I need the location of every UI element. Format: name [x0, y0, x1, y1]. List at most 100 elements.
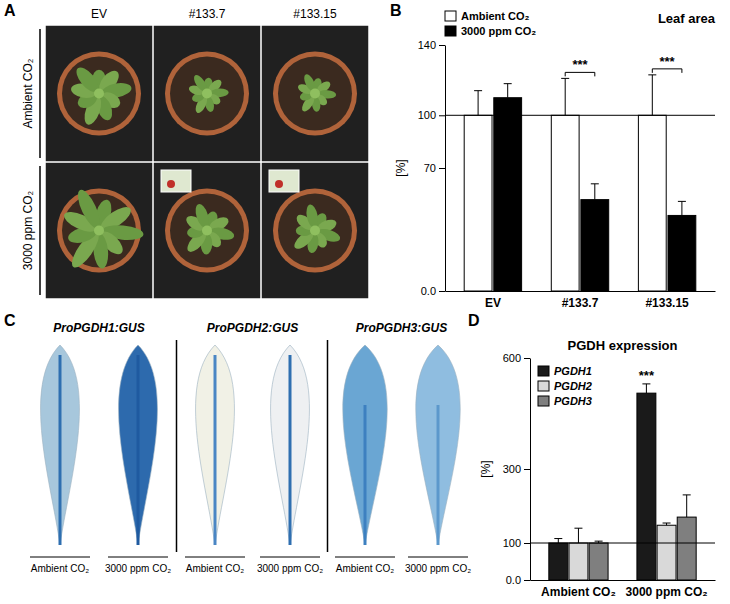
y-tick-label: 100 — [418, 109, 436, 121]
midrib — [289, 355, 292, 545]
bar-chart: 0.0100300600Ambient CO₂3000 ppm CO₂[%]PG… — [479, 338, 716, 599]
stained-leaf — [271, 345, 310, 545]
legend-swatch — [538, 396, 549, 406]
legend-label: Ambient CO₂ — [461, 10, 530, 22]
condition-label: 3000 ppm CO₂ — [257, 563, 323, 574]
error-bar — [474, 91, 482, 116]
separator — [176, 340, 178, 552]
midrib — [137, 355, 140, 545]
x-tick: #133.15 — [645, 291, 689, 310]
y-tick: 0.0 — [421, 285, 445, 297]
leaf — [193, 202, 211, 229]
photo-cell — [153, 162, 261, 299]
bar — [581, 200, 609, 291]
midrib — [437, 405, 440, 545]
legend-label: PGDH1 — [554, 365, 592, 377]
condition-label: Ambient CO₂ — [186, 563, 244, 574]
legend-swatch — [538, 381, 549, 391]
soil — [170, 57, 244, 131]
significance-bracket — [652, 69, 682, 73]
x-tick: Ambient CO₂ — [541, 580, 616, 599]
error-bar — [504, 84, 512, 98]
x-tick: 3000 ppm CO₂ — [626, 580, 708, 599]
condition-underline — [108, 557, 168, 558]
rosette-center — [94, 226, 104, 236]
pot — [273, 189, 357, 273]
y-tick: 600 — [503, 352, 530, 364]
legend-label: PGDH3 — [554, 395, 592, 407]
column-header: #133.15 — [293, 7, 337, 21]
soil — [170, 194, 244, 268]
row-bar — [39, 29, 41, 158]
plot-area — [530, 384, 715, 580]
y-axis-line — [445, 46, 446, 292]
figure: ABCDEV#133.7#133.15Ambient CO₂3000 ppm C… — [0, 0, 730, 604]
x-tick-label: #133.7 — [562, 296, 599, 310]
rosette-center — [202, 226, 212, 236]
reference-line — [530, 543, 715, 544]
soil — [278, 194, 352, 268]
condition-underline — [30, 557, 90, 558]
y-tick-label: 0.0 — [421, 285, 436, 297]
photo-panel-a: EV#133.7#133.15Ambient CO₂3000 ppm CO₂ — [21, 7, 369, 299]
inset-anthocyanin — [275, 180, 283, 188]
x-tick: EV — [485, 291, 501, 310]
row-bar — [39, 166, 41, 295]
photo-cell — [153, 25, 261, 162]
reference-line — [445, 115, 715, 116]
midrib — [214, 355, 217, 545]
chart-title: Leaf area — [658, 11, 716, 26]
inset-anthocyanin — [167, 180, 175, 188]
bar-chart: 0.070100140EV#133.7#133.15[%]Leaf areaAm… — [394, 10, 716, 310]
error-bar — [648, 75, 656, 115]
pot — [57, 52, 141, 136]
photo-background — [261, 25, 369, 162]
y-tick: 100 — [503, 537, 530, 549]
significance-bracket — [565, 72, 595, 76]
y-tick: 300 — [503, 463, 530, 475]
significance: *** — [572, 57, 588, 72]
x-tick: #133.7 — [562, 291, 599, 310]
rosette-center — [94, 89, 104, 99]
bar — [589, 543, 608, 580]
photo-cell — [261, 162, 369, 299]
y-tick-mark — [439, 45, 445, 46]
y-tick-mark — [439, 168, 445, 169]
y-axis: 0.0100300600 — [503, 352, 531, 586]
rosette-center — [310, 226, 320, 236]
condition-label: Ambient CO₂ — [336, 563, 394, 574]
legend-label: 3000 ppm CO₂ — [461, 25, 536, 37]
midrib — [364, 405, 367, 545]
error-bar — [642, 384, 650, 393]
y-axis-title: [%] — [394, 159, 408, 176]
x-tick-label: #133.15 — [645, 296, 689, 310]
y-tick-mark — [524, 580, 530, 581]
legend-swatch — [445, 11, 456, 21]
bar — [657, 525, 676, 580]
condition-label: Ambient CO₂ — [31, 563, 89, 574]
x-axis-line — [446, 291, 716, 292]
x-axis: Ambient CO₂ 3000 ppm CO₂ — [531, 580, 716, 599]
photo-cell — [45, 162, 153, 299]
row-header: Ambient CO₂ — [21, 58, 35, 128]
bar — [637, 393, 656, 580]
significance: *** — [660, 54, 676, 69]
photo-background — [261, 162, 369, 299]
photo-background — [153, 162, 261, 299]
photo-panel-c: ProPGDH1:GUSAmbient CO₂3000 ppm CO₂ProPG… — [30, 321, 471, 574]
y-axis-line — [530, 359, 531, 581]
error-bar — [574, 528, 582, 543]
photo-background — [153, 25, 261, 162]
y-tick-mark — [439, 291, 445, 292]
panel-label: C — [4, 312, 16, 329]
panel-label: D — [468, 312, 480, 329]
error-bar — [678, 201, 686, 215]
error-bar — [663, 523, 671, 525]
inset — [161, 170, 191, 192]
photo-background — [45, 25, 153, 162]
y-tick-label: 600 — [503, 352, 521, 364]
x-axis-line — [531, 580, 716, 581]
stained-leaf — [416, 345, 460, 545]
error-bar — [554, 539, 562, 543]
bar — [464, 115, 492, 291]
